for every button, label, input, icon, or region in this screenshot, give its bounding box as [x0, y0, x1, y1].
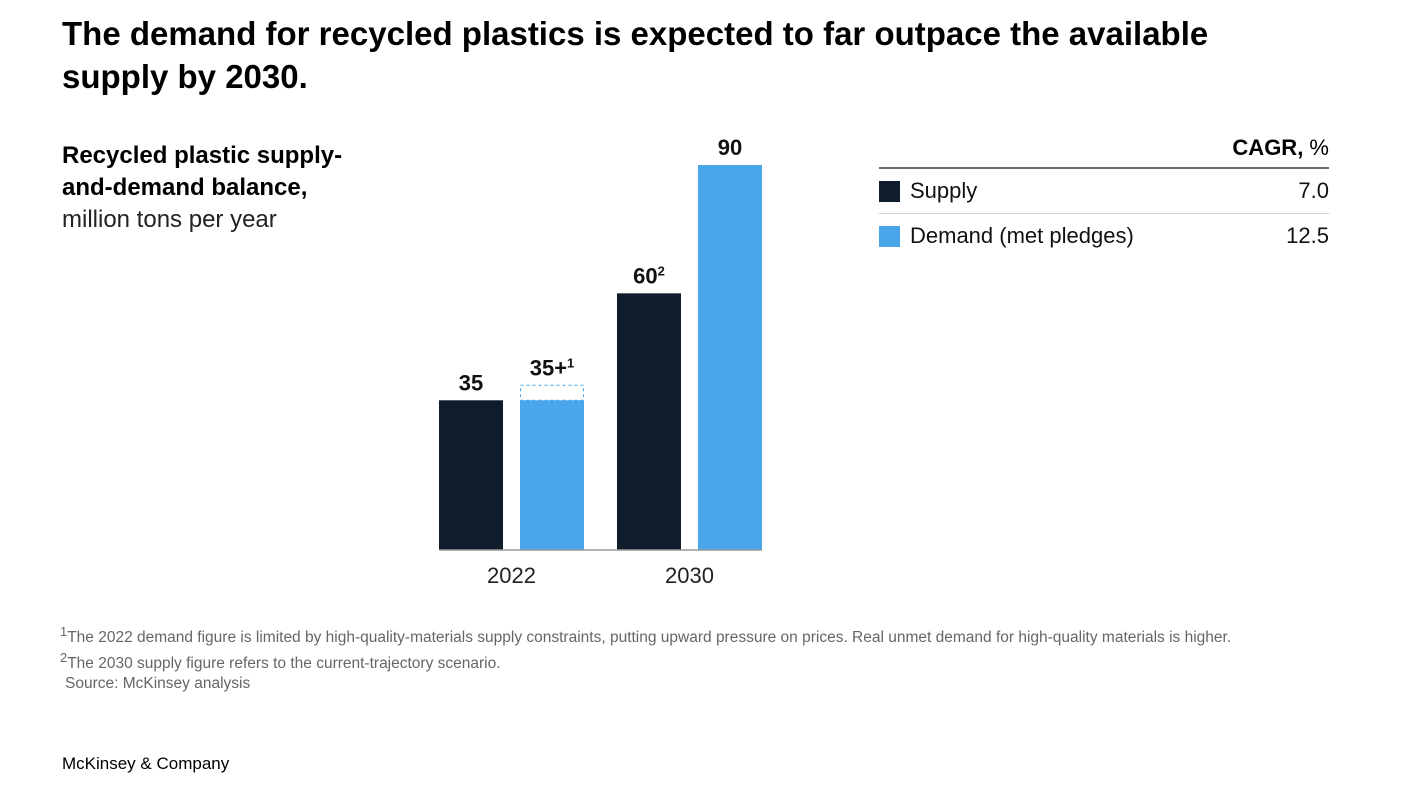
- footnote-mark: 1: [60, 624, 68, 639]
- legend-value: 12.5: [1286, 223, 1329, 248]
- footnotes: 1The 2022 demand figure is limited by hi…: [60, 622, 1280, 694]
- x-tick-label-2022: 2022: [487, 563, 536, 588]
- legend-item-supply: Supply 7.0: [879, 169, 1329, 213]
- legend-swatch-demand: [879, 225, 900, 247]
- data-label-supply-2022: 35: [459, 370, 483, 395]
- subtitle-label: Recycled plastic supply-and-demand balan…: [62, 142, 343, 201]
- chart-subtitle: Recycled plastic supply-and-demand balan…: [62, 140, 362, 236]
- x-tick-label-2030: 2030: [665, 563, 714, 588]
- bar-supply-2030: [617, 293, 681, 550]
- legend-label: Demand (met pledges): [910, 223, 1134, 248]
- footnote-1: 1The 2022 demand figure is limited by hi…: [60, 622, 1280, 648]
- brand-name: McKinsey & Company: [62, 754, 230, 773]
- bar-demand-2030: [698, 165, 762, 550]
- bar-extension-demand-2022: [520, 384, 584, 401]
- footnote-mark: 2: [60, 650, 68, 666]
- legend-value: 7.0: [1298, 178, 1329, 203]
- legend-header-unit: %: [1303, 135, 1329, 160]
- data-label-demand-2022: 35+1: [530, 355, 575, 380]
- subtitle-unit: million tons per year: [62, 206, 277, 233]
- legend: CAGR, % Supply 7.0 Demand (met pledges) …: [879, 135, 1329, 258]
- legend-header: CAGR, %: [879, 135, 1329, 169]
- data-label-supply-2030: 602: [633, 263, 665, 288]
- legend-label: Supply: [910, 178, 978, 203]
- legend-header-cagr: CAGR,: [1232, 135, 1304, 160]
- footnote-text: The 2030 supply figure refers to the cur…: [67, 655, 501, 673]
- bar-supply-2022: [439, 400, 503, 550]
- source-note: Source: McKinsey analysis: [60, 674, 1280, 694]
- chart-title: The demand for recycled plastics is expe…: [62, 15, 1209, 95]
- legend-item-demand: Demand (met pledges) 12.5: [879, 213, 1329, 258]
- footnote-2: 2The 2030 supply figure refers to the cu…: [60, 648, 1280, 674]
- source-text: Source: McKinsey analysis: [65, 675, 251, 693]
- bar-demand-2022: [520, 400, 584, 550]
- footnote-text: The 2022 demand figure is limited by hig…: [67, 629, 1232, 647]
- legend-swatch-supply: [879, 180, 900, 202]
- data-label-demand-2030: 90: [718, 135, 742, 160]
